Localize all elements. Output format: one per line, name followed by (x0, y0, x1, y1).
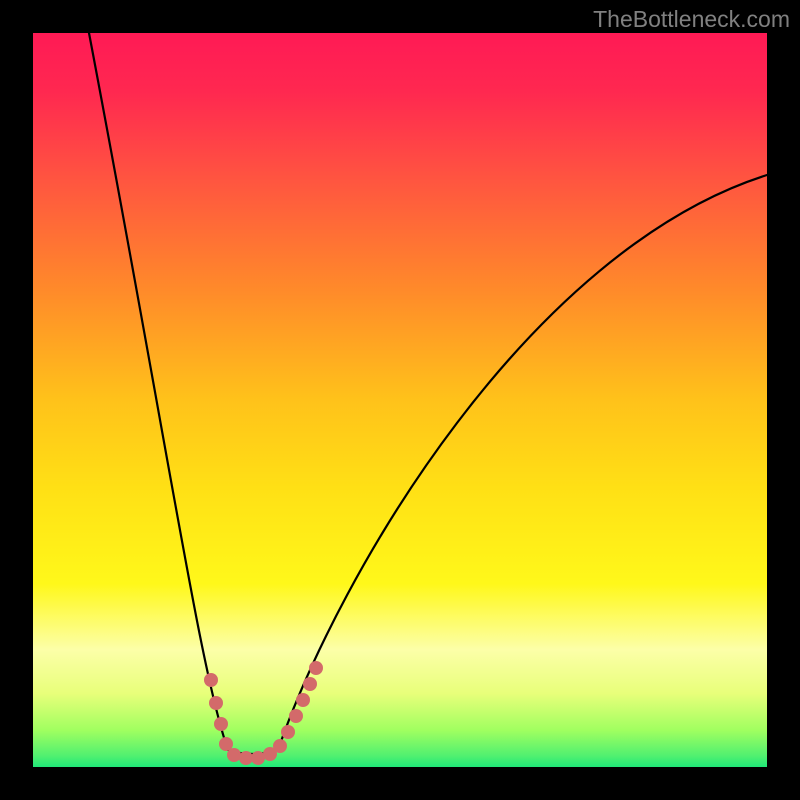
valley-marker (239, 751, 253, 765)
bottleneck-chart (0, 0, 800, 800)
watermark-text: TheBottleneck.com (593, 6, 790, 33)
valley-marker (214, 717, 228, 731)
valley-marker (303, 677, 317, 691)
chart-gradient-area (33, 33, 767, 767)
valley-marker (273, 739, 287, 753)
valley-marker (289, 709, 303, 723)
valley-marker (309, 661, 323, 675)
valley-marker (209, 696, 223, 710)
valley-marker (227, 748, 241, 762)
valley-marker (296, 693, 310, 707)
valley-marker (251, 751, 265, 765)
valley-marker (204, 673, 218, 687)
valley-marker (281, 725, 295, 739)
